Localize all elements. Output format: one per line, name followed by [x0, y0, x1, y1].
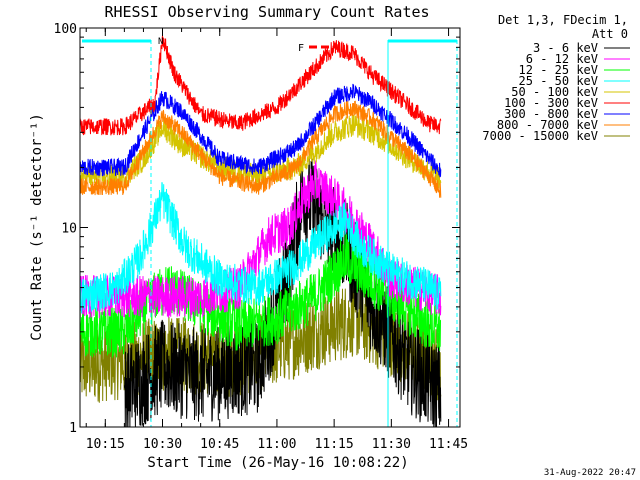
series-25-50kev — [79, 182, 442, 314]
series-800-7000kev — [79, 100, 442, 198]
legend-label-2: 12 - 25 keV — [519, 63, 598, 77]
flare-marker-label: F — [298, 43, 304, 54]
x-tick-label-5: 11:30 — [372, 437, 411, 452]
series-300-800kev — [79, 83, 442, 178]
x-tick-label-6: 11:45 — [429, 437, 468, 452]
axis-layer: 10:15 10:30 10:45 11:00 11:15 11:30 11:45 1 10 10… — [54, 22, 469, 452]
x-tick-label-1: 10:30 — [143, 437, 182, 452]
legend-header-line-1: Det 1,3, FDecim 1, — [498, 13, 628, 27]
legend-label-3: 25 - 50 keV — [519, 74, 598, 88]
series-100-300kev — [79, 35, 442, 136]
x-axis-label: Start Time (26-May-16 10:08:22) — [147, 455, 408, 471]
y-axis-label: Count Rate (s⁻¹ detector⁻¹) — [29, 113, 45, 341]
legend-label-1: 6 - 12 keV — [526, 52, 598, 66]
legend-label-4: 50 - 100 keV — [511, 85, 598, 99]
x-tick-label-3: 11:00 — [257, 437, 296, 452]
chart-title: RHESSI Observing Summary Count Rates — [104, 3, 429, 21]
legend-label-5: 100 - 300 keV — [504, 96, 598, 110]
legend-label-8: 7000 - 15000 keV — [482, 129, 598, 143]
legend-header-line-2: Att 0 — [592, 27, 628, 41]
legend-label-0: 3 - 6 keV — [533, 41, 598, 55]
x-tick-label-4: 11:15 — [315, 437, 354, 452]
annotation-layer: NF — [82, 37, 458, 427]
y-tick-label-2: 100 — [54, 22, 77, 37]
night-marker: N — [158, 37, 163, 47]
x-tick-label-0: 10:15 — [86, 437, 125, 452]
footer-timestamp: 31-Aug-2022 20:47 — [544, 468, 636, 478]
x-tick-label-2: 10:45 — [200, 437, 239, 452]
y-tick-label-0: 1 — [69, 421, 77, 436]
series-12-25kev — [79, 233, 441, 358]
series-layer — [79, 35, 442, 428]
legend-label-7: 800 - 7000 keV — [497, 118, 598, 132]
y-tick-label-1: 10 — [61, 222, 77, 237]
legend-label-6: 300 - 800 keV — [504, 107, 598, 121]
